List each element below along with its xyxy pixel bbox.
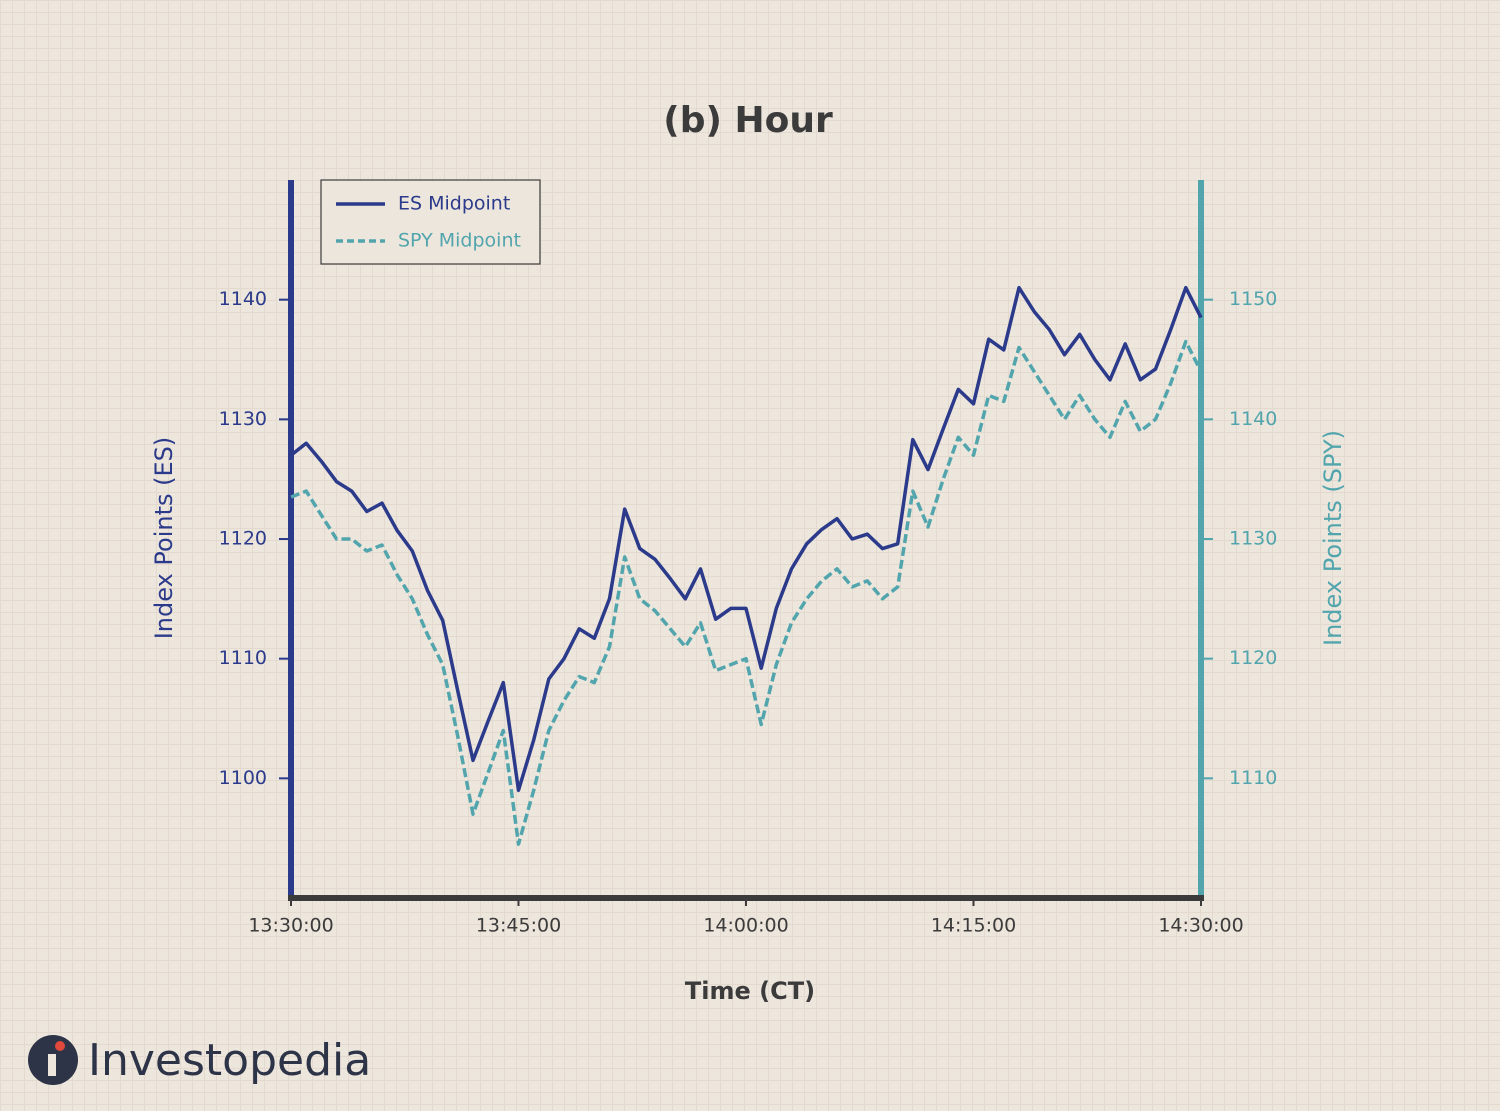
- series-line: [290, 339, 1203, 846]
- logo-dot: [55, 1041, 65, 1051]
- x-tick-label: 13:45:00: [476, 915, 561, 937]
- y2-tick-label: 1140: [1229, 408, 1277, 430]
- logo: Investopedia: [28, 1035, 371, 1086]
- x-tick-label: 14:15:00: [931, 915, 1016, 937]
- chart-title: (b) Hour: [663, 100, 833, 141]
- legend-label: ES Midpoint: [398, 193, 510, 215]
- x-axis-label: Time (CT): [685, 977, 815, 1005]
- series-line: [289, 285, 1203, 793]
- y-tick-label: 1140: [219, 288, 267, 310]
- logo-stem: [48, 1054, 56, 1076]
- x-tick-label: 13:30:00: [248, 915, 333, 937]
- y2-axis-label: Index Points (SPY): [1319, 430, 1347, 646]
- legend: ES Midpoint SPY Midpoint: [320, 179, 541, 265]
- y2-tick-label: 1110: [1229, 767, 1277, 789]
- y2-tick-label: 1150: [1229, 288, 1277, 310]
- y2-tick-label: 1120: [1229, 647, 1277, 669]
- y-tick-label: 1120: [219, 528, 267, 550]
- y-tick-label: 1110: [219, 647, 267, 669]
- brand: Investopedia: [88, 1035, 371, 1086]
- x-tick-label: 14:00:00: [703, 915, 788, 937]
- y-tick-label: 1130: [219, 408, 267, 430]
- legend-box: [320, 179, 541, 265]
- legend-label: SPY Midpoint: [398, 230, 521, 252]
- y-tick-label: 1100: [219, 767, 267, 789]
- y2-tick-label: 1130: [1229, 528, 1277, 550]
- x-tick-label: 14:30:00: [1158, 915, 1243, 937]
- y-axis-label: Index Points (ES): [150, 437, 178, 640]
